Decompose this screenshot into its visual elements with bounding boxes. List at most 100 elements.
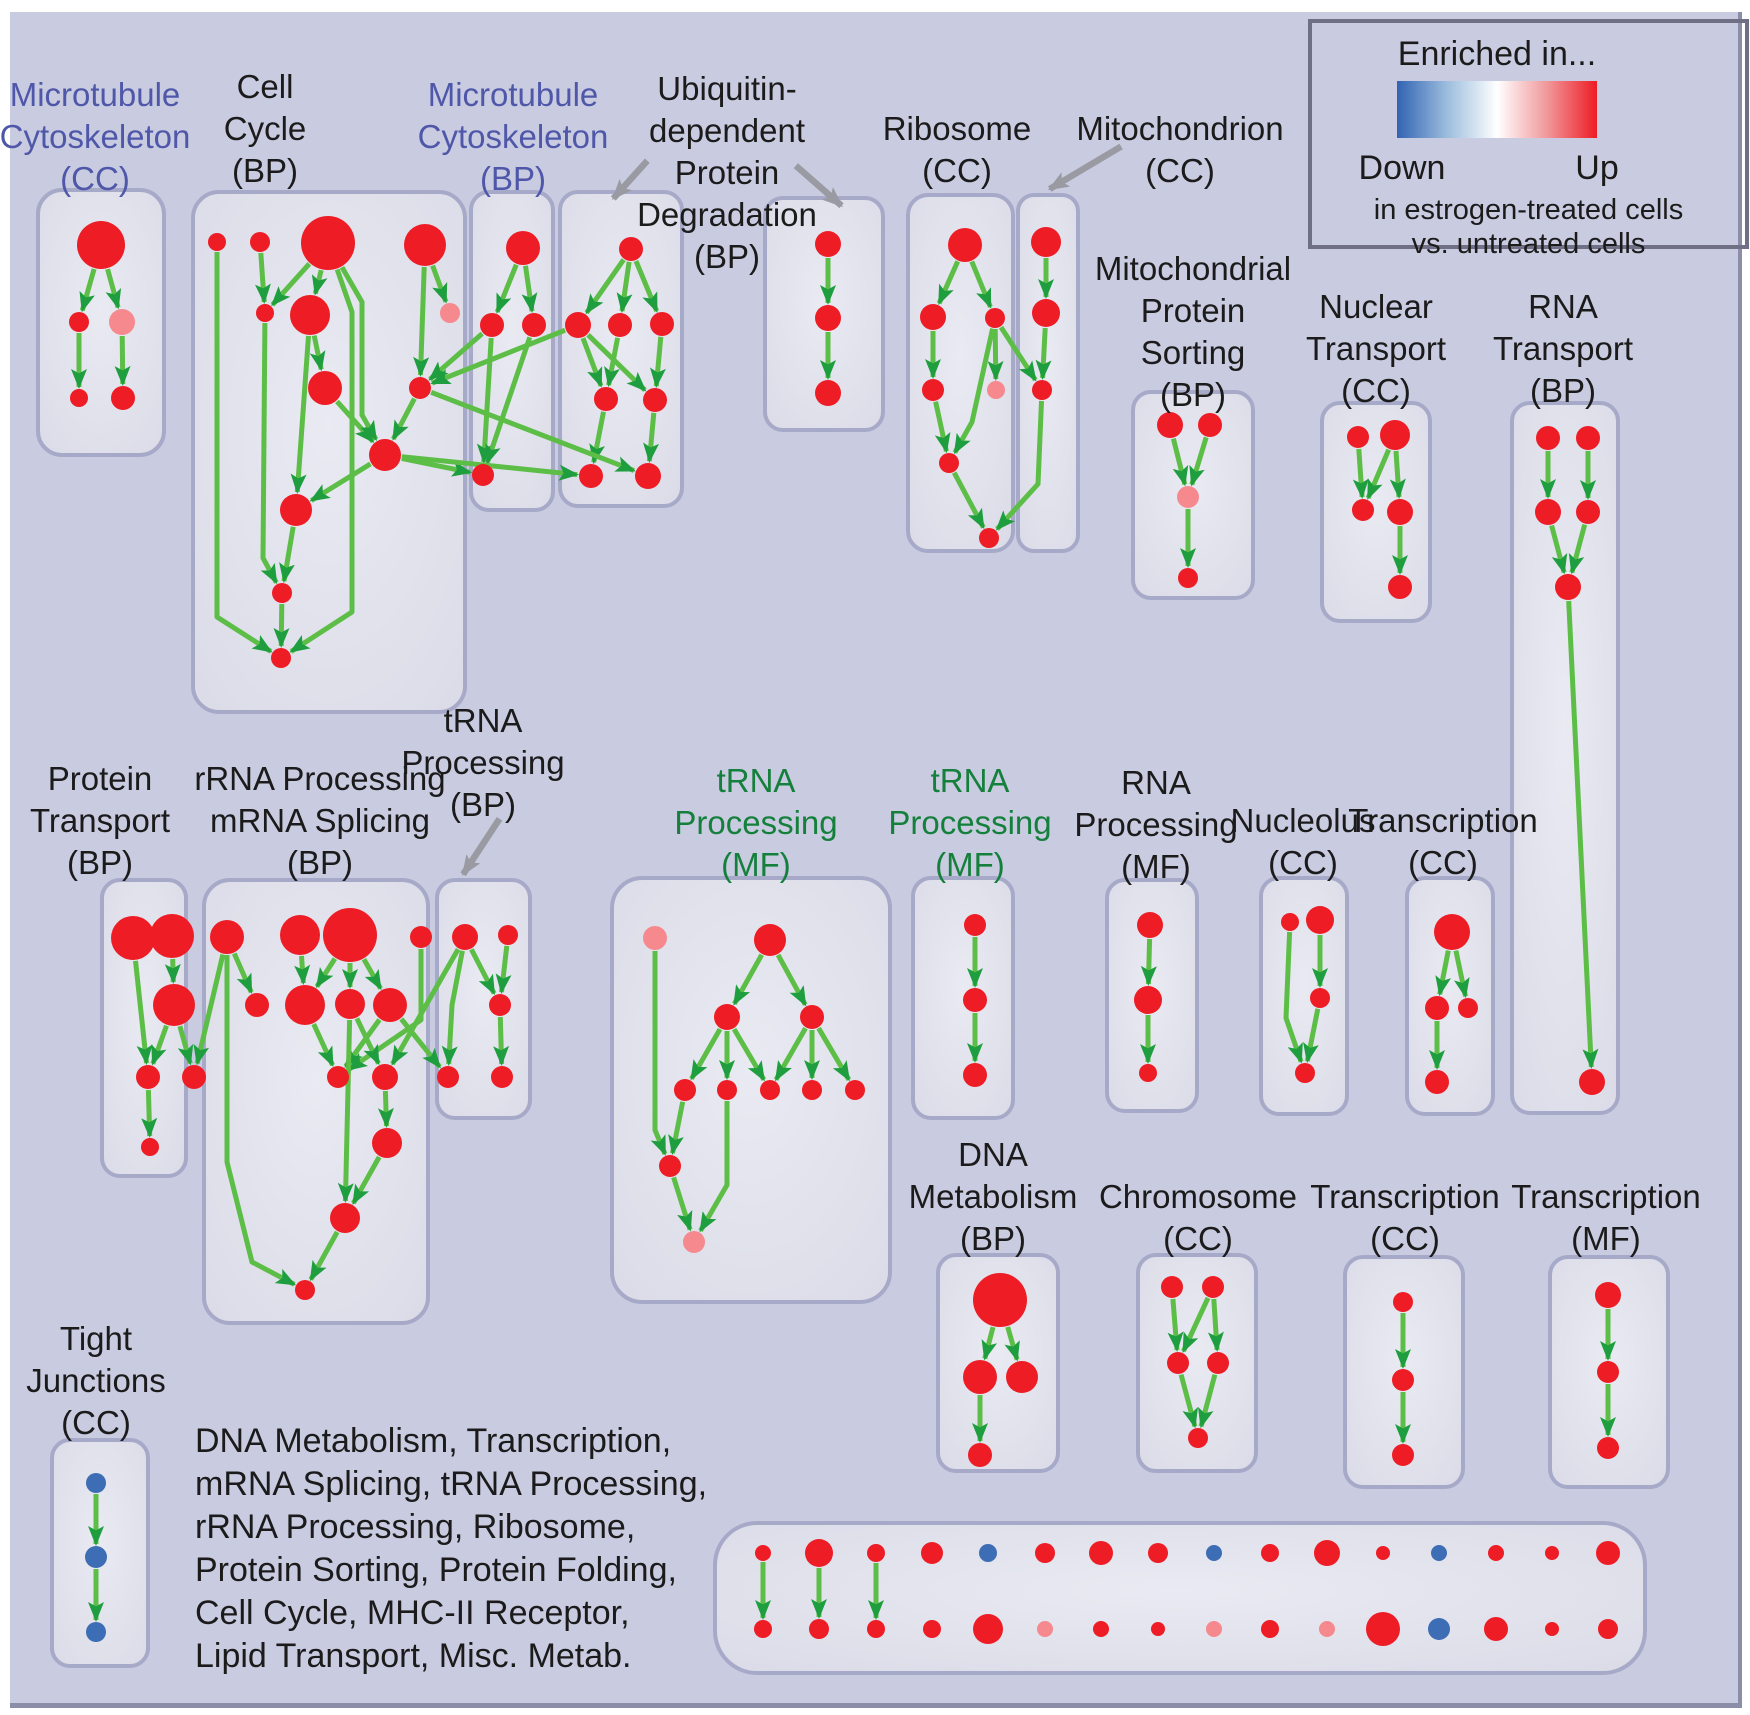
go-term-node-misc-metabolism-cluster	[921, 1542, 943, 1564]
edge-arrow-chromosome-cc	[1198, 1373, 1218, 1429]
go-term-node-cell-cycle-bp	[369, 439, 401, 471]
edge-arrow-cell-cycle-bp	[273, 603, 290, 648]
cluster-box-ribosome-cc	[906, 193, 1015, 553]
go-term-node-mitochondrial-protein-sorting-bp	[1178, 568, 1198, 588]
go-term-node-protein-transport-bp	[153, 984, 195, 1026]
go-term-node-rrna-processing-mrna-splicing-bp	[280, 915, 320, 955]
go-term-node-cell-cycle-bp	[308, 371, 342, 405]
go-term-node-misc-metabolism-cluster	[1093, 1621, 1109, 1637]
edge-arrow-trna-processing-mf-1	[650, 951, 668, 1156]
edge-arrow-trna-processing-mf-1	[816, 1026, 852, 1082]
edge-arrow-trna-processing-mf-1	[698, 1101, 730, 1233]
go-term-node-cell-cycle-bp	[256, 304, 274, 322]
edge-arrow-cell-cycle-bp	[339, 266, 379, 442]
edge-arrow-mitochondrial-protein-sorting-bp	[1189, 436, 1209, 487]
go-term-node-rna-processing-mf	[1134, 986, 1162, 1014]
edge-arrow-trna-processing-mf-1	[668, 1101, 686, 1156]
cluster-label-nuclear-transport-cc: Nuclear Transport (CC)	[1306, 288, 1446, 409]
edge-arrow-chromosome-cc	[1178, 1373, 1198, 1429]
edge-arrow-cell-cycle-bp	[290, 335, 311, 494]
go-term-node-cell-cycle-bp	[409, 377, 431, 399]
edge-arrow-rrna-processing-mrna-splicing-bp	[224, 955, 297, 1287]
edge-arrow-microtubule-cytoskeleton-bp	[494, 263, 519, 314]
edge-arrow-rrna-processing-mrna-splicing-bp	[294, 955, 311, 986]
cluster-label-transcription-mf: Transcription (MF)	[1511, 1178, 1701, 1257]
cluster-label-trna-processing-mf-2: tRNA Processing (MF)	[888, 762, 1052, 883]
go-term-node-cell-cycle-bp	[301, 216, 355, 270]
go-term-node-misc-metabolism-cluster	[1261, 1620, 1279, 1638]
go-term-node-misc-metabolism-cluster	[1206, 1545, 1222, 1561]
cross-edge-arrow	[401, 454, 580, 481]
go-term-node-microtubule-cytoskeleton-cc	[69, 312, 89, 332]
edge-arrow-cell-cycle-bp	[289, 268, 355, 654]
legend: Enriched in... Down Up in estrogen-treat…	[1308, 19, 1749, 260]
edge-arrow-protein-transport-bp	[164, 958, 181, 984]
go-term-node-trna-processing-mf-2	[963, 988, 987, 1012]
edge-arrow-ubiquitin-dependent-protein-degradation-bp	[633, 260, 660, 313]
edge-arrow-chromosome-cc	[1167, 1298, 1184, 1352]
edge-arrow-microtubule-cytoskeleton-cc	[114, 335, 131, 386]
footnote-cluster-list: DNA Metabolism, Transcription, mRNA Splic…	[195, 1420, 707, 1678]
edge-arrow-rna-processing-mf	[1140, 938, 1157, 986]
go-term-node-misc-metabolism-cluster	[805, 1539, 833, 1567]
go-term-node-trna-processing-mf-1	[802, 1080, 822, 1100]
cluster-label-nucleolus-cc: Nucleolus (CC)	[1230, 802, 1376, 881]
go-term-node-cell-cycle-bp	[271, 648, 291, 668]
go-term-node-dna-metabolism-bp	[968, 1443, 992, 1467]
go-term-node-ribosome-cc	[948, 228, 982, 262]
cluster-box-rna-transport-bp	[1510, 401, 1620, 1115]
go-term-node-chromosome-cc	[1161, 1276, 1183, 1298]
edge-arrow-rrna-processing-mrna-splicing-bp	[343, 1018, 382, 1069]
go-term-node-ubiquitin-dependent-protein-degradation-bp	[565, 312, 591, 338]
edge-arrow-rrna-processing-mrna-splicing-bp	[361, 958, 383, 991]
footnote-line: mRNA Splicing, tRNA Processing,	[195, 1465, 708, 1503]
edge-arrow-rna-transport-bp	[1568, 523, 1588, 575]
go-term-node-misc-metabolism-cluster	[1261, 1544, 1279, 1562]
go-term-node-nuclear-transport-cc	[1387, 499, 1413, 525]
edge-arrow-rna-transport-bp	[1566, 600, 1599, 1069]
go-term-node-nuclear-transport-cc	[1347, 426, 1369, 448]
edge-arrow-rrna-processing-mrna-splicing-bp	[337, 1019, 354, 1203]
cross-edge-arrow	[995, 400, 1044, 531]
go-term-node-rrna-processing-mrna-splicing-bp	[372, 1064, 398, 1090]
footnote-line: Lipid Transport, Misc. Metab.	[195, 1637, 632, 1675]
cluster-label-protein-transport-bp: Protein Transport (BP)	[30, 760, 170, 881]
edge-arrow-trna-processing-bp	[495, 945, 512, 995]
cluster-label-rna-transport-bp: RNA Transport (BP)	[1493, 288, 1633, 409]
go-term-node-misc-metabolism-cluster	[1484, 1617, 1508, 1641]
go-term-node-transcription-cc-2	[1392, 1444, 1414, 1466]
go-term-node-trna-processing-bp	[491, 1066, 513, 1088]
cluster-label-ubiquitin-dependent-protein-degradation-bp: Ubiquitin- dependent Protein Degradation…	[637, 70, 817, 275]
go-term-node-rrna-processing-mrna-splicing-bp	[373, 988, 407, 1022]
legend-down-label: Down	[1358, 149, 1446, 187]
edge-arrow-cell-cycle-bp	[309, 335, 326, 372]
go-term-node-misc-metabolism-cluster	[1151, 1622, 1165, 1636]
edge-arrow-dna-metabolism-bp	[1004, 1326, 1020, 1362]
edge-arrow-cell-cycle-bp	[311, 269, 328, 296]
go-term-node-ubiquitin-dependent-protein-degradation-bp	[619, 237, 643, 261]
go-term-node-misc-metabolism-cluster	[809, 1619, 829, 1639]
cluster-box-microtubule-cytoskeleton-cc	[36, 188, 166, 457]
go-term-node-rrna-processing-mrna-splicing-bp	[295, 1280, 315, 1300]
go-term-node-microtubule-cytoskeleton-cc	[111, 386, 135, 410]
edge-arrow-trna-processing-mf-1	[689, 1027, 723, 1081]
cross-edge-arrow	[998, 325, 1038, 382]
edge-arrow-dna-metabolism-bp	[981, 1326, 998, 1361]
go-term-node-trna-processing-bp	[437, 1066, 459, 1088]
go-term-node-tight-junctions-cc	[85, 1546, 107, 1568]
edge-arrow-protein-transport-bp	[141, 1089, 158, 1138]
cluster-label-mitochondrion-cc: Mitochondrion (CC)	[1076, 110, 1284, 189]
go-term-node-trna-processing-mf-1	[845, 1080, 865, 1100]
go-term-node-cell-cycle-bp	[440, 303, 460, 323]
edge-arrow-microtubule-cytoskeleton-cc	[79, 268, 97, 313]
legend-title: Enriched in...	[1397, 35, 1597, 73]
edge-arrow-rrna-processing-mrna-splicing-bp	[311, 1023, 335, 1068]
go-term-node-microtubule-cytoskeleton-cc	[109, 309, 135, 335]
go-term-node-trna-processing-mf-1	[800, 1005, 824, 1029]
go-term-node-nuclear-transport-cc	[1388, 575, 1412, 599]
go-term-node-misc-metabolism-cluster	[1488, 1545, 1504, 1561]
edge-arrow-rrna-processing-mrna-splicing-bp	[377, 1090, 394, 1128]
go-term-node-trna-processing-mf-1	[717, 1080, 737, 1100]
go-term-node-misc-metabolism-cluster	[1376, 1546, 1390, 1560]
cluster-label-microtubule-cytoskeleton-cc: Microtubule Cytoskeleton (CC)	[0, 76, 191, 197]
